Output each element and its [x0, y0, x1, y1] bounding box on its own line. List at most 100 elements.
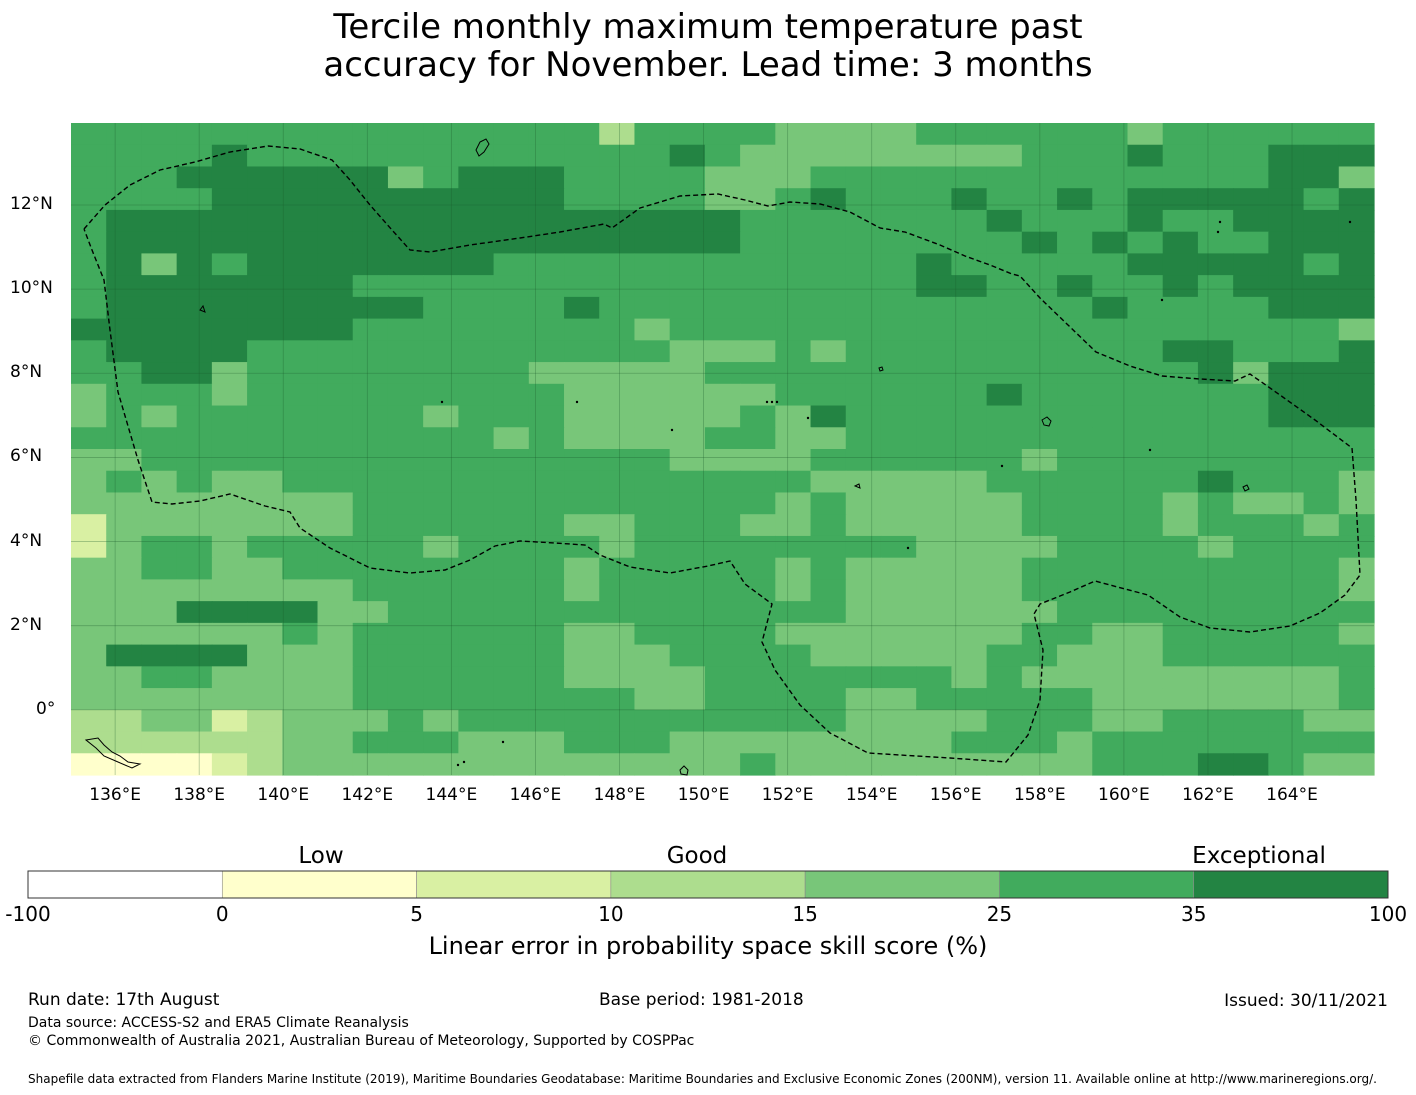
skill-cell: [247, 535, 283, 559]
skill-cell: [704, 362, 741, 385]
skill-cell: [986, 492, 1023, 515]
skill-cell: [282, 688, 319, 711]
skill-cell: [282, 449, 319, 472]
skill-cell: [458, 340, 495, 363]
skill-cell: [599, 123, 636, 146]
skill-cell: [317, 188, 354, 211]
skill-cell: [951, 275, 988, 298]
skill-cell: [71, 362, 107, 385]
skill-cell: [986, 383, 1023, 407]
skill-cell: [493, 492, 530, 515]
skill-cell: [1197, 688, 1234, 711]
skill-cell: [423, 383, 459, 407]
skill-cell: [880, 231, 917, 254]
skill-cell: [423, 275, 459, 298]
skill-cell: [1127, 427, 1164, 450]
skill-cell: [1338, 166, 1375, 189]
skill-cell: [141, 318, 178, 341]
skill-cell: [1338, 709, 1375, 733]
islet: [775, 400, 779, 404]
skill-cell: [599, 209, 636, 233]
skill-cell: [493, 188, 530, 211]
skill-cell: [916, 753, 953, 776]
skill-cell: [704, 209, 741, 233]
skill-cell: [775, 644, 812, 667]
skill-cell: [880, 427, 917, 450]
skill-cell: [564, 579, 600, 602]
skill-cell: [458, 427, 495, 450]
skill-cell: [810, 144, 847, 168]
skill-cells: [71, 123, 1375, 776]
skill-cell: [599, 340, 636, 363]
skill-cell: [352, 579, 389, 602]
skill-cell: [564, 731, 600, 754]
lon-tick-label: 152°E: [761, 785, 814, 805]
skill-cell: [1021, 253, 1058, 276]
skill-cell: [317, 296, 354, 320]
skill-cell: [669, 666, 706, 689]
skill-cell: [1233, 231, 1269, 254]
skill-cell: [71, 492, 107, 515]
skill-cell: [1197, 253, 1234, 276]
skill-cell: [1197, 709, 1234, 733]
skill-cell: [775, 601, 812, 624]
skill-cell: [1021, 731, 1058, 754]
skill-cell: [1021, 470, 1058, 494]
skill-cell: [1197, 383, 1234, 407]
lon-tick-label: 136°E: [89, 785, 141, 805]
skill-cell: [810, 166, 847, 189]
skill-cell: [1092, 318, 1129, 341]
skill-cell: [1338, 470, 1375, 494]
skill-cell: [951, 318, 988, 341]
skill-cell: [141, 514, 178, 537]
skill-cell: [423, 296, 459, 320]
skill-cell: [106, 622, 143, 646]
skill-cell: [1092, 123, 1129, 146]
skill-cell: [458, 470, 495, 494]
skill-cell: [1197, 753, 1234, 776]
skill-cell: [810, 253, 847, 276]
skill-cell: [141, 144, 178, 168]
skill-cell: [493, 688, 530, 711]
skill-cell: [247, 688, 283, 711]
skill-cell: [1338, 579, 1375, 602]
skill-cell: [106, 731, 143, 754]
skill-cell: [282, 622, 319, 646]
skill-cell: [564, 231, 600, 254]
skill-cell: [176, 405, 213, 428]
skill-cell: [916, 492, 953, 515]
skill-cell: [916, 340, 953, 363]
skill-cell: [1338, 753, 1375, 776]
islet: [806, 416, 810, 420]
skill-cell: [599, 231, 636, 254]
skill-cell: [1338, 340, 1375, 363]
skill-cell: [1338, 231, 1375, 254]
skill-cell: [704, 470, 741, 494]
skill-cell: [282, 209, 319, 233]
skill-cell: [599, 644, 636, 667]
skill-cell: [282, 144, 319, 168]
skill-cell: [317, 514, 354, 537]
skill-cell: [458, 383, 495, 407]
lat-tick-label: 10°N: [10, 278, 53, 299]
skill-cell: [423, 557, 459, 580]
skill-cell: [740, 731, 776, 754]
skill-cell: [282, 514, 319, 537]
skill-cell: [1303, 231, 1340, 254]
skill-cell: [71, 579, 107, 602]
skill-cell: [951, 362, 988, 385]
skill-cell: [775, 340, 812, 363]
skill-cell: [564, 362, 600, 385]
skill-cell: [458, 296, 495, 320]
skill-cell: [1162, 731, 1199, 754]
skill-cell: [1057, 253, 1093, 276]
skill-cell: [951, 166, 988, 189]
skill-cell: [1057, 144, 1093, 168]
skill-cell: [423, 362, 459, 385]
skill-cell: [1021, 492, 1058, 515]
skill-cell: [1303, 275, 1340, 298]
skill-cell: [423, 405, 459, 428]
skill-cell: [669, 318, 706, 341]
skill-cell: [282, 492, 319, 515]
skill-cell: [211, 231, 248, 254]
